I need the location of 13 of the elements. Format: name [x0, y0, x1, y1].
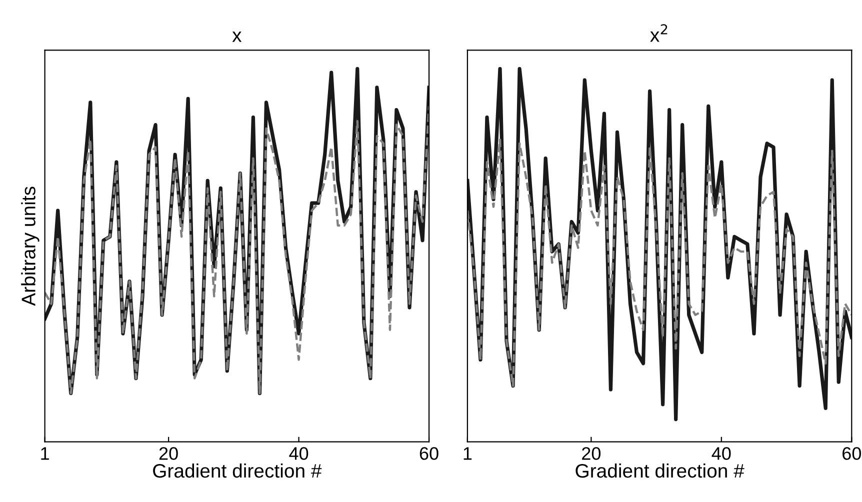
x-axis-title: Gradient direction #: [153, 463, 322, 478]
x-tick-label: 40: [712, 447, 731, 460]
y-axis-title: Arbitrary units: [21, 186, 40, 306]
x-tick-label: 60: [842, 447, 861, 460]
x-tick-label: 1: [464, 447, 472, 460]
x-tick-label: 1: [41, 447, 49, 460]
x-tick-label: 20: [582, 447, 601, 460]
x-tick-label: 60: [420, 447, 438, 460]
x-axis-title: Gradient direction #: [576, 463, 744, 478]
chart-title: x$^{2}$: [650, 24, 668, 42]
x-tick-label: 40: [289, 447, 308, 460]
x-tick-label: 20: [159, 447, 178, 460]
chart-title: x: [232, 32, 242, 42]
